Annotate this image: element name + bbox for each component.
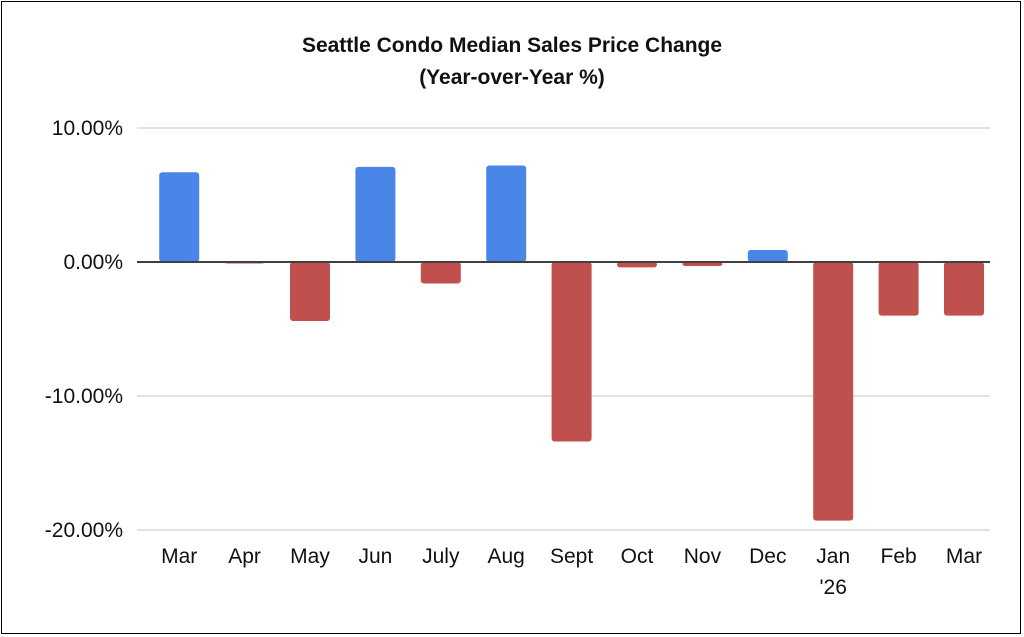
x-tick-label: Feb: [881, 545, 917, 568]
x-tick-label: Dec: [749, 545, 786, 568]
x-tick-label: Oct: [621, 545, 654, 568]
chart-subtitle: (Year-over-Year %): [419, 66, 605, 89]
bar-oct: [617, 262, 657, 268]
x-tick-label: July: [422, 545, 460, 568]
bar-jan-26: [813, 262, 854, 521]
y-tick-label: -10.00%: [45, 385, 123, 408]
bar-may: [290, 262, 330, 321]
x-tick-label: Mar: [161, 545, 197, 568]
x-tick-label: Sept: [550, 545, 593, 568]
y-tick-label: -20.00%: [45, 519, 123, 542]
bar-mar: [944, 262, 984, 316]
x-tick-label: May: [290, 545, 330, 568]
bar-mar: [159, 172, 200, 262]
bar-nov: [682, 262, 723, 267]
bar-july: [420, 262, 461, 284]
bar-dec: [747, 249, 788, 262]
bar-sept: [551, 262, 592, 442]
bar-feb: [878, 262, 919, 316]
x-tick-label: Jan '26: [816, 545, 850, 599]
bar-aug: [486, 165, 527, 262]
chart-title: Seattle Condo Median Sales Price Change: [302, 34, 722, 57]
x-tick-label: Nov: [684, 545, 722, 568]
bar-jun: [355, 166, 396, 262]
x-tick-label: Jun: [358, 545, 392, 568]
y-tick-label: 10.00%: [52, 117, 123, 140]
x-tick-label: Aug: [488, 545, 525, 568]
x-tick-label: Apr: [228, 545, 261, 568]
x-tick-label: Mar: [946, 545, 982, 568]
y-tick-label: 0.00%: [63, 251, 123, 274]
